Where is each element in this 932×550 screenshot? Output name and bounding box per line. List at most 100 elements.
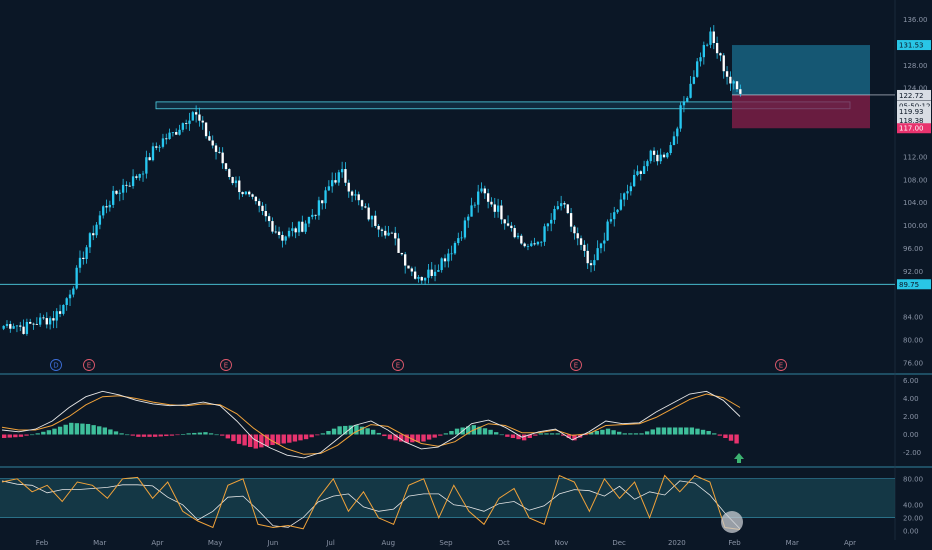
candle-body bbox=[400, 252, 404, 255]
candle-body bbox=[666, 153, 669, 158]
macd-histogram-bar bbox=[650, 429, 655, 435]
macd-histogram-bar bbox=[125, 434, 130, 436]
candle-body bbox=[626, 191, 629, 194]
candle-body bbox=[550, 219, 553, 224]
macd-histogram-bar bbox=[572, 434, 577, 441]
event-marker-label: E bbox=[224, 362, 228, 370]
time-tick-label: Sep bbox=[439, 539, 453, 547]
macd-histogram-bar bbox=[208, 433, 214, 435]
macd-histogram-bar bbox=[52, 428, 57, 435]
candle-body bbox=[102, 206, 105, 216]
candle-body bbox=[390, 232, 394, 234]
candle-body bbox=[274, 231, 277, 233]
stochastic-pane bbox=[0, 474, 895, 533]
candle-body bbox=[105, 206, 108, 208]
candle-body bbox=[404, 254, 407, 266]
macd-histogram-bar bbox=[320, 433, 326, 435]
macd-tick-label: 6.00 bbox=[903, 377, 919, 385]
macd-histogram-bar bbox=[426, 434, 432, 440]
candle-body bbox=[457, 238, 460, 244]
event-marker bbox=[392, 359, 404, 371]
macd-histogram-bar bbox=[85, 423, 91, 435]
candle-body bbox=[725, 71, 729, 77]
candle-body bbox=[609, 219, 613, 222]
stop-zone bbox=[732, 94, 870, 129]
macd-histogram-bar bbox=[583, 434, 588, 436]
candle-body bbox=[29, 321, 32, 324]
candle-body bbox=[72, 288, 75, 295]
candle-body bbox=[463, 220, 467, 238]
time-tick-label: Mar bbox=[93, 539, 106, 547]
macd-histogram-bar bbox=[432, 434, 437, 438]
candle-body bbox=[586, 250, 589, 264]
candle-body bbox=[281, 235, 284, 241]
macd-histogram-bar bbox=[236, 434, 242, 444]
candle-body bbox=[739, 89, 742, 94]
candle-body bbox=[344, 169, 347, 183]
price-tag-label: 05:50:12 bbox=[899, 102, 930, 110]
macd-histogram-bar bbox=[398, 434, 404, 442]
macd-histogram-bar bbox=[527, 434, 532, 439]
macd-histogram-bar bbox=[354, 425, 359, 435]
candle-body bbox=[496, 205, 500, 212]
candle-body bbox=[370, 215, 374, 220]
price-tick-label: 92.00 bbox=[903, 268, 923, 276]
time-tick-label: Dec bbox=[612, 539, 626, 547]
macd-histogram-bar bbox=[533, 434, 538, 436]
candle-body bbox=[88, 233, 92, 248]
event-marker-label: E bbox=[396, 362, 400, 370]
candle-body bbox=[477, 191, 480, 205]
macd-histogram-bar bbox=[242, 434, 247, 446]
candle-body bbox=[420, 277, 423, 281]
macd-histogram-bar bbox=[544, 433, 549, 435]
macd-histogram-bar bbox=[180, 434, 186, 435]
candle-body bbox=[68, 294, 72, 299]
candle-body bbox=[148, 157, 151, 161]
candle-body bbox=[301, 221, 304, 232]
candle-body bbox=[125, 184, 128, 186]
candle-body bbox=[258, 201, 261, 206]
macd-histogram-bar bbox=[628, 433, 633, 435]
price-tag bbox=[897, 106, 931, 117]
macd-histogram-bar bbox=[292, 434, 298, 442]
candle-body bbox=[340, 169, 344, 173]
macd-histogram-bar bbox=[287, 434, 292, 443]
candle-body bbox=[138, 174, 141, 178]
candle-body bbox=[221, 152, 224, 164]
candle-body bbox=[480, 188, 483, 192]
candle-body bbox=[433, 271, 437, 276]
candle-body bbox=[692, 76, 696, 84]
macd-histogram-bar bbox=[35, 433, 40, 435]
macd-histogram-bar bbox=[41, 431, 46, 435]
candle-body bbox=[85, 247, 88, 259]
macd-histogram-bar bbox=[69, 422, 74, 435]
candle-body bbox=[513, 228, 516, 238]
macd-histogram-bar bbox=[706, 430, 711, 435]
candle-body bbox=[447, 253, 450, 262]
price-tag-label: 119.93 bbox=[899, 108, 924, 116]
candle-body bbox=[629, 186, 632, 192]
time-tick-label: Nov bbox=[555, 539, 569, 547]
candle-body bbox=[317, 200, 321, 216]
macd-histogram-bar bbox=[656, 427, 661, 435]
macd-histogram-bar bbox=[404, 434, 409, 443]
macd-histogram-bar bbox=[192, 432, 197, 435]
macd-histogram-bar bbox=[275, 434, 281, 445]
candle-body bbox=[337, 172, 340, 183]
price-tag bbox=[897, 90, 931, 101]
candle-body bbox=[374, 215, 377, 226]
price-tick-label: 124.00 bbox=[903, 85, 928, 93]
candle-body bbox=[682, 101, 686, 106]
candle-body bbox=[719, 53, 722, 56]
price-tag-label: 89.75 bbox=[899, 281, 919, 289]
candle-body bbox=[430, 269, 433, 276]
candle-body bbox=[58, 311, 62, 314]
candle-body bbox=[194, 112, 198, 115]
candle-body bbox=[277, 231, 281, 236]
candle-body bbox=[297, 221, 301, 233]
macd-histogram-bar bbox=[712, 433, 717, 435]
candle-body bbox=[108, 204, 112, 208]
candle-body bbox=[78, 257, 82, 268]
